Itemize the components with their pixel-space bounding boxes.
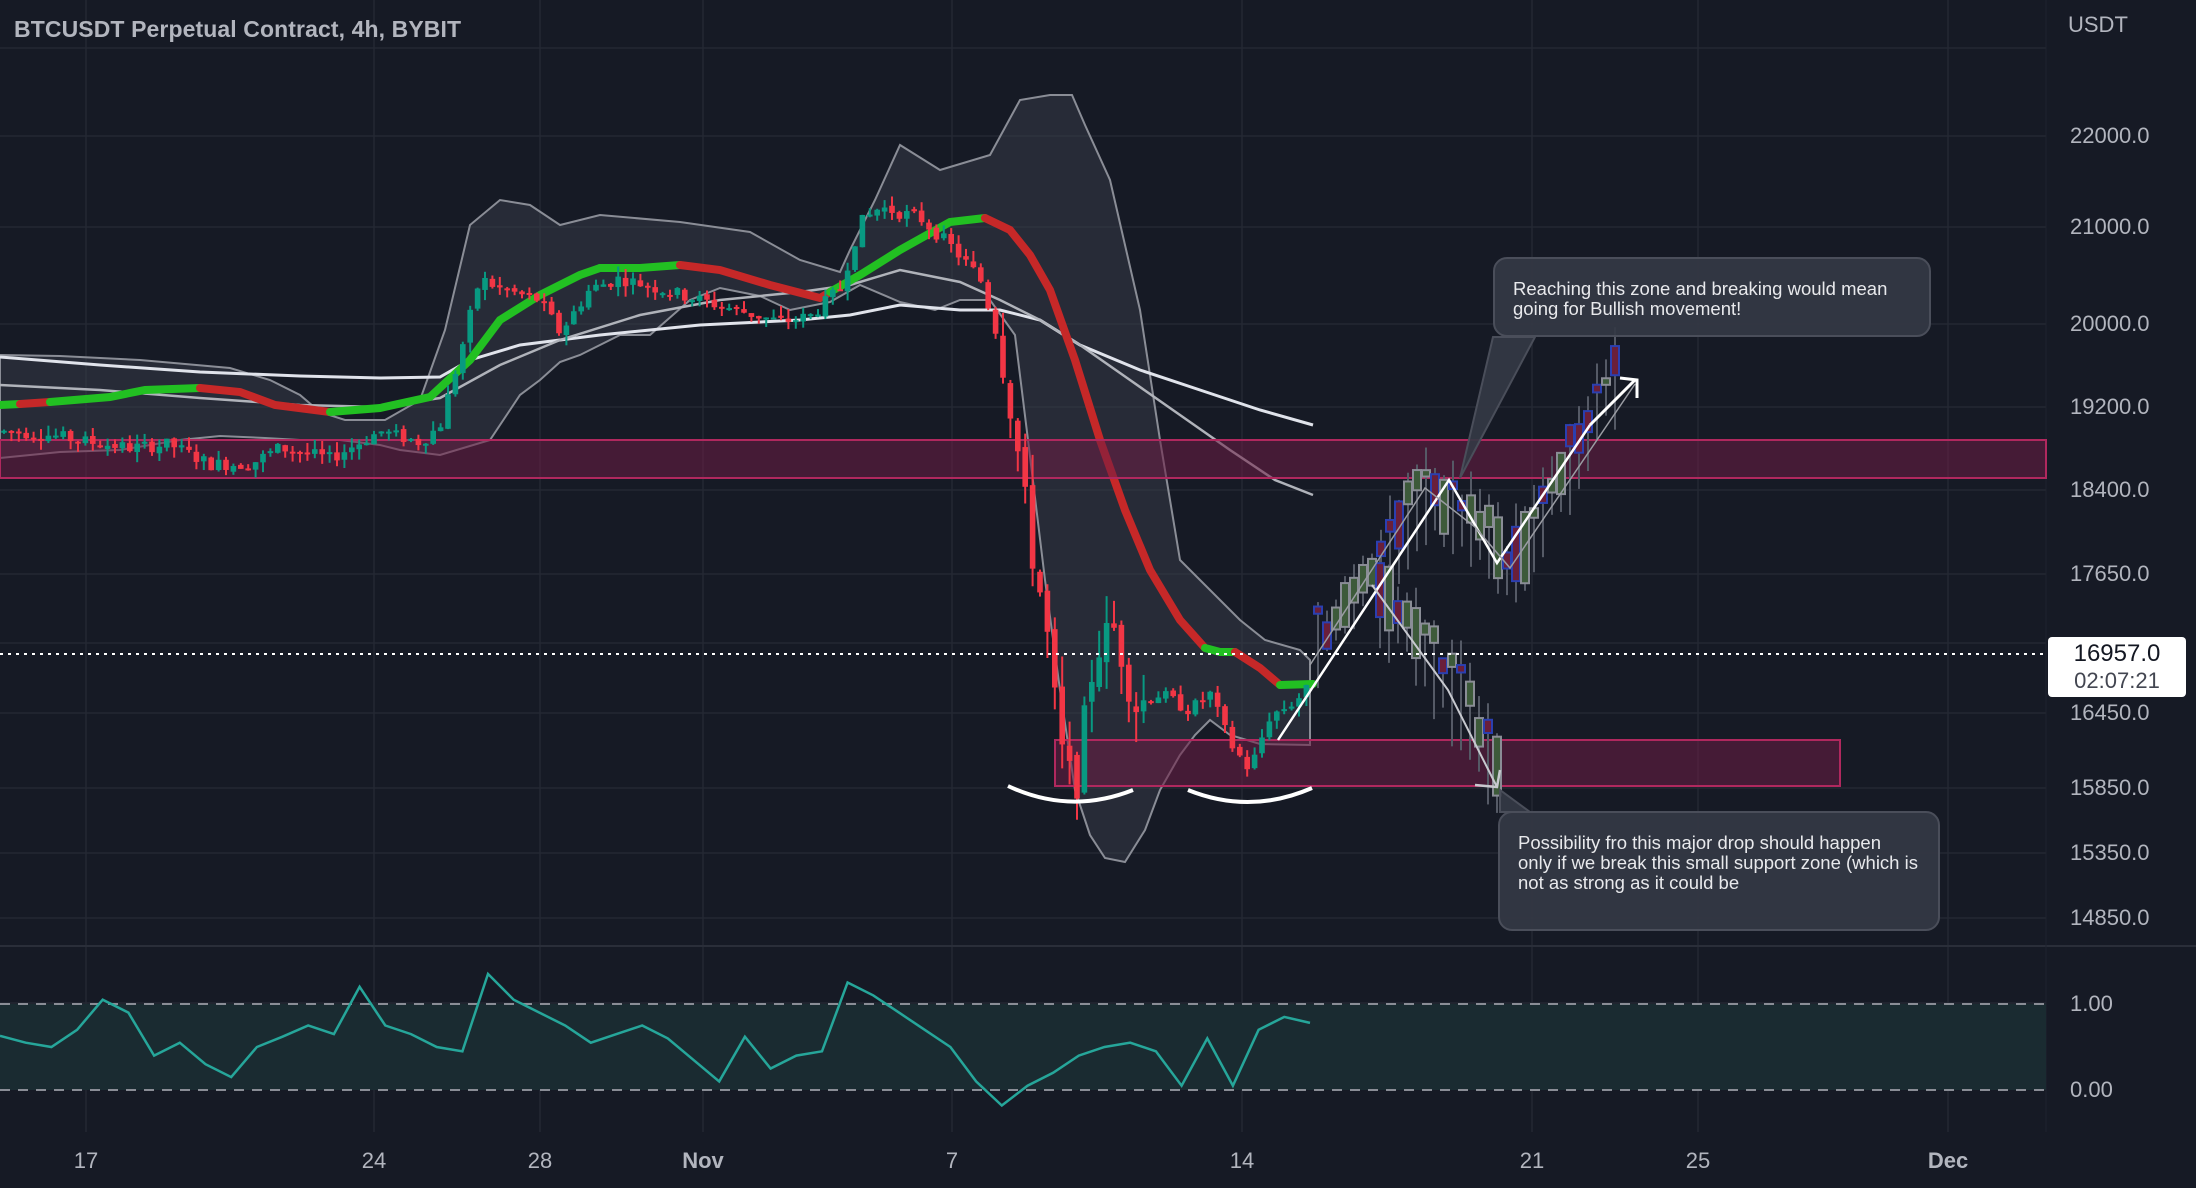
time-tick: Dec [1927,1148,1969,1173]
price-tick: 21000.0 [2070,214,2150,239]
price-axis-unit[interactable]: USDT [2068,12,2128,37]
bullish-callout-text: Reaching this zone and breaking would me… [1513,278,1888,319]
time-tick: 7 [945,1148,959,1173]
oscillator-tick: 0.00 [2070,1077,2113,1102]
ma-trend-colored [0,214,1317,689]
time-tick: 14 [1229,1148,1255,1173]
price-tick: 17650.0 [2070,561,2150,586]
ma-mid-grey [0,268,1314,497]
price-tick: 18400.0 [2070,477,2150,502]
candlesticks [1,196,1310,820]
time-tick: 25 [1685,1148,1711,1173]
bearish-callout-text: Possibility fro this major drop should h… [1518,832,1918,893]
time-tick: 28 [527,1148,553,1173]
price-tick: 15850.0 [2070,775,2150,800]
price-tick: 15350.0 [2070,840,2150,865]
price-tick: 22000.0 [2070,123,2150,148]
time-tick: 17 [73,1148,99,1173]
bullish-trend-ghost [1309,383,1636,666]
time-tick: Nov [682,1148,724,1173]
price-tick: 20000.0 [2070,311,2150,336]
support-zone[interactable] [1054,739,1841,787]
bearish-projection-path[interactable] [1371,584,1498,788]
bearish-callout-pointer [1499,788,1534,813]
ma-long-white [0,303,1314,427]
projected-candles [1313,327,1620,813]
current-price-value: 16957.0 [2073,640,2161,667]
candle-countdown: 02:07:21 [2074,668,2160,693]
oscillator-band [0,1004,2046,1090]
grid-lines [0,0,2046,1132]
bullish-projection-path[interactable] [1276,424,1592,741]
bullish-callout[interactable]: Reaching this zone and breaking would me… [1493,257,1931,337]
chart-title[interactable]: BTCUSDT Perpetual Contract, 4h, BYBIT [14,16,462,42]
double-bottom-arc-right [1187,786,1313,804]
bollinger-band [0,94,1311,864]
price-tick: 14850.0 [2070,905,2150,930]
oscillator-tick: 1.00 [2070,991,2113,1016]
bearish-arrow-icon [1474,769,1502,789]
time-tick: 21 [1519,1148,1545,1173]
double-bottom-arc-left [1007,784,1134,804]
bullish-arrow-icon [1588,376,1639,427]
bearish-callout[interactable]: Possibility fro this major drop should h… [1498,811,1940,931]
bullish-callout-pointer [1459,336,1537,479]
time-tick: 24 [361,1148,387,1173]
current-price-badge: 16957.0 02:07:21 [2048,637,2186,697]
price-tick: 16450.0 [2070,700,2150,725]
oscillator-line [0,971,1311,1108]
price-tick: 19200.0 [2070,394,2150,419]
